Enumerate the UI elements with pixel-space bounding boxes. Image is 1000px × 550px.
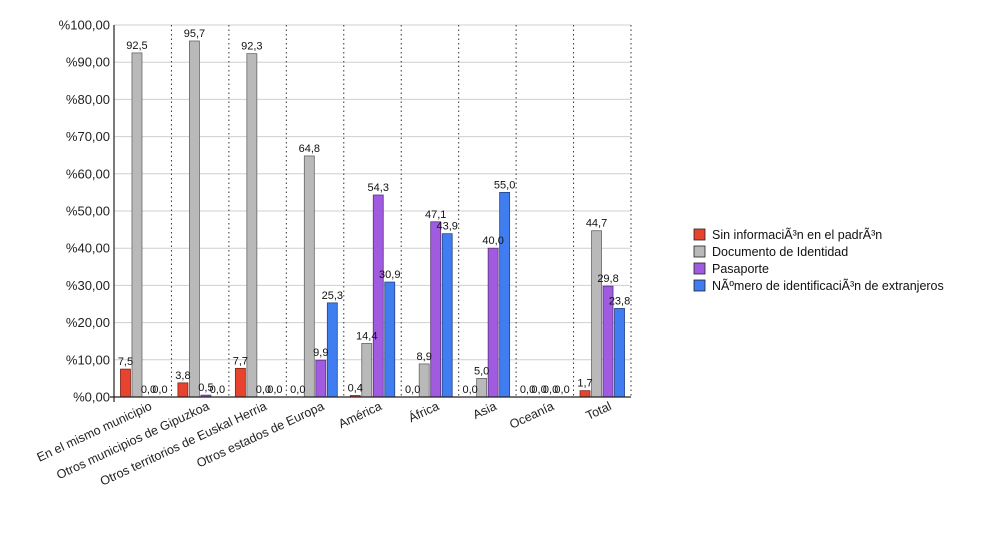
bar	[591, 230, 602, 398]
grid	[114, 24, 632, 398]
bar	[372, 194, 384, 398]
legend: Sin informaciÃ³n en el padrÃ³n Documento …	[693, 228, 944, 293]
legend-swatch	[693, 245, 706, 258]
y-tick-label: %0,00	[73, 390, 110, 405]
data-label: 40,0	[482, 235, 503, 247]
data-label: 0,0	[267, 384, 282, 396]
y-tick-label: %90,00	[66, 55, 110, 70]
legend-label: Documento de Identidad	[712, 245, 848, 259]
data-label: 0,0	[543, 384, 558, 396]
bars	[120, 40, 625, 398]
data-label: 54,3	[368, 182, 389, 194]
data-label: 23,8	[609, 295, 630, 307]
data-label: 7,5	[118, 356, 133, 368]
data-label: 92,5	[126, 40, 147, 52]
x-tick-label: Total	[584, 399, 614, 423]
x-tick-label: Asia	[471, 399, 499, 422]
legend-label: Sin informaciÃ³n en el padrÃ³n	[712, 228, 882, 242]
y-tick-label: %40,00	[66, 241, 110, 256]
bar	[234, 367, 246, 398]
data-labels: 7,592,50,00,03,895,70,50,07,792,30,00,0 0…	[118, 28, 630, 396]
x-tick-label: Oceanía	[507, 399, 556, 432]
bar	[246, 53, 258, 398]
x-tick-label: África	[406, 398, 441, 425]
data-label: 5,0	[474, 365, 489, 377]
legend-label: NÃºmero de identificaciÃ³n de extranjero…	[712, 279, 944, 293]
y-tick-label: %20,00	[66, 315, 110, 330]
data-label: 0,0	[210, 384, 225, 396]
data-label: 43,9	[436, 221, 457, 233]
data-label: 0,0	[520, 384, 535, 396]
data-label: 0,0	[290, 384, 305, 396]
y-tick-label: %50,00	[66, 204, 110, 219]
data-label: 30,9	[379, 269, 400, 281]
bar	[476, 377, 488, 398]
bar	[303, 155, 315, 398]
data-label: 0,4	[348, 383, 363, 395]
data-label: 25,3	[322, 290, 343, 302]
y-tick-label: %100,00	[59, 18, 110, 33]
data-label: 95,7	[184, 28, 205, 40]
data-label: 0,0	[152, 384, 167, 396]
bar	[131, 52, 143, 398]
bar	[120, 368, 131, 398]
data-label: 44,7	[586, 218, 607, 230]
data-label: 14,4	[356, 330, 377, 342]
data-label: 0,0	[554, 384, 569, 396]
legend-swatch	[693, 228, 706, 241]
data-label: 0,5	[198, 382, 213, 394]
bar	[430, 221, 442, 398]
data-label: 55,0	[494, 179, 515, 191]
bar	[384, 281, 396, 398]
legend-swatch	[693, 262, 706, 275]
bar	[177, 382, 189, 398]
bar	[614, 308, 625, 398]
legend-swatch	[693, 279, 706, 292]
y-axis: %0,00 %10,00 %20,00 %30,00 %40,00 %50,00 %60,0…	[59, 18, 115, 405]
x-tick-label: América	[336, 399, 384, 431]
bar	[361, 343, 373, 398]
data-label: 0,0	[531, 384, 546, 396]
data-label: 8,9	[417, 351, 432, 363]
y-tick-label: %80,00	[66, 92, 110, 107]
data-label: 0,0	[141, 384, 156, 396]
data-label: 3,8	[175, 370, 190, 382]
bar	[441, 233, 453, 398]
bar	[499, 191, 511, 398]
bar	[487, 247, 499, 398]
data-label: 92,3	[241, 41, 262, 53]
y-tick-label: %60,00	[66, 166, 110, 181]
data-label: 0,0	[462, 384, 477, 396]
data-label: 0,0	[405, 384, 420, 396]
bar	[579, 390, 591, 398]
bar	[326, 302, 338, 398]
bar	[418, 363, 430, 398]
data-label: 47,1	[425, 209, 446, 221]
data-label: 64,8	[299, 143, 320, 155]
data-label: 1,7	[577, 378, 592, 390]
y-tick-label: %70,00	[66, 129, 110, 144]
bar	[315, 359, 327, 398]
data-label: 29,8	[597, 273, 618, 285]
data-label: 7,7	[233, 355, 248, 367]
legend-label: Pasaporte	[712, 262, 769, 276]
bar	[189, 40, 200, 398]
y-tick-label: %10,00	[66, 352, 110, 367]
data-label: 9,9	[313, 347, 328, 359]
data-label: 0,0	[256, 384, 271, 396]
y-tick-label: %30,00	[66, 278, 110, 293]
